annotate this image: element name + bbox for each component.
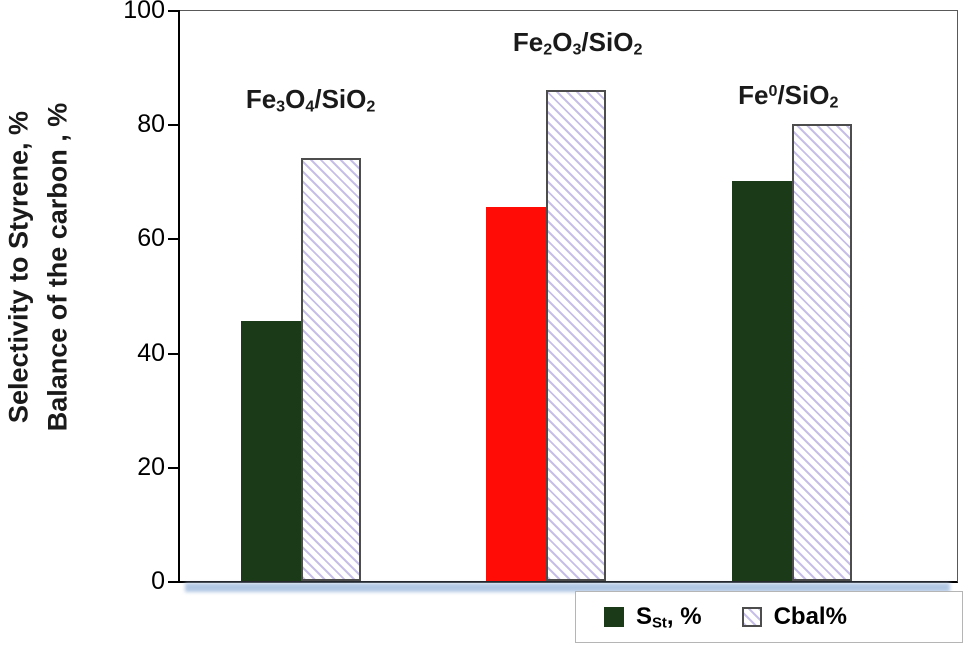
- y-axis-title-line2: Balance of the carbon , %: [42, 102, 73, 432]
- y-tick-label: 100: [123, 0, 165, 24]
- y-tick-mark: [168, 10, 180, 12]
- legend: SSt, % Cbal%: [575, 591, 963, 643]
- y-axis-title-line1: Selectivity to Styrene, %: [3, 110, 34, 424]
- y-tick-label: 40: [137, 338, 165, 367]
- y-tick-mark: [168, 581, 180, 583]
- bar-cbal-fe0sio2: [792, 124, 853, 581]
- y-tick-mark: [168, 238, 180, 241]
- plot-area: 0 20 40 60 80 100 Fe3O4/SiO2 Fe2O3/SiO2 Fe0/SiO2: [123, 0, 958, 595]
- legend-item-cbal: Cbal%: [741, 603, 847, 631]
- bar-sst-fe2o3sio2: [485, 207, 546, 581]
- bar-sst-fe3o4sio2: [240, 321, 301, 581]
- legend-swatch-sst: [604, 606, 624, 627]
- y-tick-label: 20: [137, 452, 165, 481]
- y-tick-mark: [168, 352, 180, 355]
- category-label-fe3o4sio2: Fe3O4/SiO2: [245, 83, 376, 116]
- legend-label-cbal: Cbal%: [773, 603, 847, 630]
- plot-bottom-shadow: [185, 583, 950, 592]
- y-tick-label: 80: [137, 110, 165, 139]
- category-label-fe2o3sio2: Fe2O3/SiO2: [512, 27, 643, 59]
- category-label-fe0sio2: Fe0/SiO2: [738, 79, 839, 112]
- bar-cbal-fe2o3sio2: [545, 89, 606, 581]
- legend-item-sst: SSt, %: [604, 603, 702, 631]
- legend-swatch-cbal: [741, 607, 762, 627]
- legend-label-sst: SSt, %: [636, 602, 702, 632]
- bar-cbal-fe3o4sio2: [300, 158, 361, 581]
- y-tick-label: 60: [137, 224, 165, 253]
- y-tick-mark: [168, 466, 180, 469]
- bar-sst-fe0sio2: [732, 181, 793, 581]
- y-axis-title: Selectivity to Styrene, % Balance of the…: [0, 0, 84, 590]
- y-tick-label: 0: [151, 566, 165, 595]
- y-tick-mark: [168, 124, 180, 127]
